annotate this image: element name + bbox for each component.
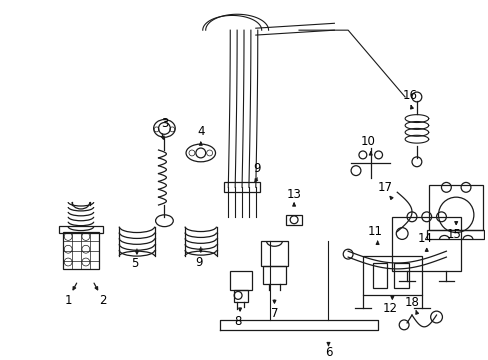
Bar [391,217,460,271]
Text: 2: 2 [99,294,106,307]
Text: 9: 9 [252,162,260,175]
Bar [362,256,421,296]
Bar [234,291,247,302]
Bar [285,215,302,225]
Text: 15: 15 [446,228,461,241]
Text: 3: 3 [161,117,168,130]
Text: 7: 7 [270,307,278,320]
Bar [428,185,482,230]
Bar [372,263,386,288]
Text: 6: 6 [324,346,331,359]
Text: 13: 13 [286,188,301,201]
Bar [230,271,251,291]
Text: 14: 14 [416,232,431,245]
Text: 8: 8 [234,315,241,328]
Text: 16: 16 [402,90,417,103]
Bar [63,231,99,269]
Bar [59,226,102,233]
Bar [260,241,287,266]
Text: 1: 1 [64,294,72,307]
Text: 5: 5 [131,257,139,270]
Text: 10: 10 [360,135,374,148]
Bar [262,266,285,284]
Bar [224,183,259,192]
Text: 11: 11 [367,225,383,238]
Text: 9: 9 [195,256,202,270]
Bar [426,230,483,239]
Bar [393,263,408,288]
Text: 17: 17 [377,181,392,194]
Text: 4: 4 [197,125,204,138]
Text: 18: 18 [404,296,419,309]
Text: 12: 12 [382,302,397,315]
